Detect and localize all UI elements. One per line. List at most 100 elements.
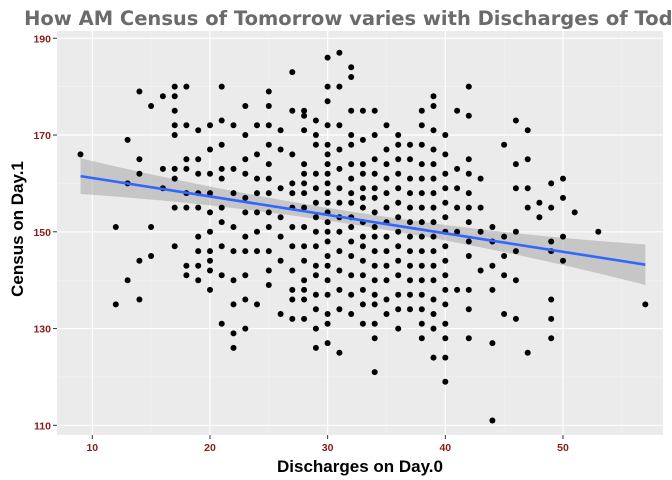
data-point xyxy=(489,262,496,269)
data-point xyxy=(442,132,449,138)
data-point xyxy=(430,103,437,109)
data-point xyxy=(230,165,237,172)
data-point xyxy=(218,320,225,327)
data-point xyxy=(548,315,555,322)
data-point xyxy=(359,233,366,240)
data-point xyxy=(383,122,390,129)
data-point xyxy=(359,286,366,293)
data-point xyxy=(418,190,425,197)
data-point xyxy=(148,253,155,259)
data-point xyxy=(536,199,543,206)
data-point xyxy=(242,103,249,109)
data-point xyxy=(312,170,319,177)
data-point xyxy=(207,190,213,197)
data-point xyxy=(430,93,437,100)
data-point xyxy=(207,257,213,264)
data-point xyxy=(230,224,237,230)
data-point xyxy=(324,180,331,187)
data-point xyxy=(595,228,602,235)
data-point xyxy=(407,219,413,226)
data-point xyxy=(195,156,202,163)
data-point xyxy=(418,161,425,168)
data-point xyxy=(336,286,343,293)
data-point xyxy=(512,185,519,192)
data-point xyxy=(442,272,449,279)
data-point xyxy=(289,69,296,76)
data-point xyxy=(512,161,519,168)
data-point xyxy=(371,107,378,114)
data-point xyxy=(442,185,449,192)
data-point xyxy=(642,301,649,308)
data-point xyxy=(407,175,413,182)
data-point xyxy=(465,306,472,313)
data-point xyxy=(242,325,249,332)
data-point xyxy=(395,272,402,279)
data-point xyxy=(148,224,155,230)
data-point xyxy=(548,238,555,245)
data-point xyxy=(324,98,331,105)
data-point xyxy=(254,175,260,182)
data-point xyxy=(242,209,249,216)
data-point xyxy=(560,257,566,264)
data-point xyxy=(136,170,143,177)
data-point xyxy=(371,277,378,284)
data-point xyxy=(301,277,308,284)
data-point xyxy=(548,335,555,342)
data-point xyxy=(512,315,519,322)
x-tick-label: 10 xyxy=(86,442,98,454)
data-point xyxy=(324,141,331,148)
data-point xyxy=(207,267,213,274)
data-point xyxy=(348,190,355,197)
data-point xyxy=(218,165,225,172)
data-point xyxy=(501,253,508,259)
data-point xyxy=(442,257,449,264)
data-point xyxy=(195,170,202,177)
data-point xyxy=(336,122,343,129)
data-point xyxy=(442,301,449,308)
data-point xyxy=(465,204,472,211)
data-point xyxy=(324,277,331,284)
data-point xyxy=(371,209,378,216)
data-point xyxy=(418,107,425,114)
data-point xyxy=(242,194,249,201)
data-point xyxy=(312,344,319,351)
data-point xyxy=(418,219,425,226)
data-point xyxy=(383,190,390,197)
data-point xyxy=(218,243,225,250)
data-point xyxy=(171,165,178,172)
data-point xyxy=(195,127,202,134)
data-point xyxy=(265,190,272,197)
data-point xyxy=(395,199,402,206)
data-point xyxy=(430,277,437,284)
data-point xyxy=(265,122,272,129)
data-point xyxy=(442,151,449,158)
data-point xyxy=(395,185,402,192)
data-point xyxy=(348,238,355,245)
data-point xyxy=(348,272,355,279)
data-point xyxy=(301,107,308,114)
data-point xyxy=(418,233,425,240)
y-tick-label: 130 xyxy=(33,324,51,336)
data-point xyxy=(454,165,461,172)
data-point xyxy=(418,141,425,148)
data-point xyxy=(359,272,366,279)
data-point xyxy=(371,132,378,138)
data-point xyxy=(418,320,425,327)
data-point xyxy=(395,325,402,332)
data-point xyxy=(301,243,308,250)
data-point xyxy=(489,417,496,424)
data-point xyxy=(183,122,190,129)
data-point xyxy=(324,262,331,269)
data-point xyxy=(207,122,213,129)
x-axis-title: Discharges on Day.0 xyxy=(277,457,443,476)
data-point xyxy=(277,233,284,240)
data-point xyxy=(407,156,413,163)
data-point xyxy=(265,209,272,216)
data-point xyxy=(207,228,213,235)
data-point xyxy=(336,165,343,172)
data-point xyxy=(148,103,155,109)
data-point xyxy=(195,277,202,284)
data-point xyxy=(430,204,437,211)
data-point xyxy=(312,185,319,192)
